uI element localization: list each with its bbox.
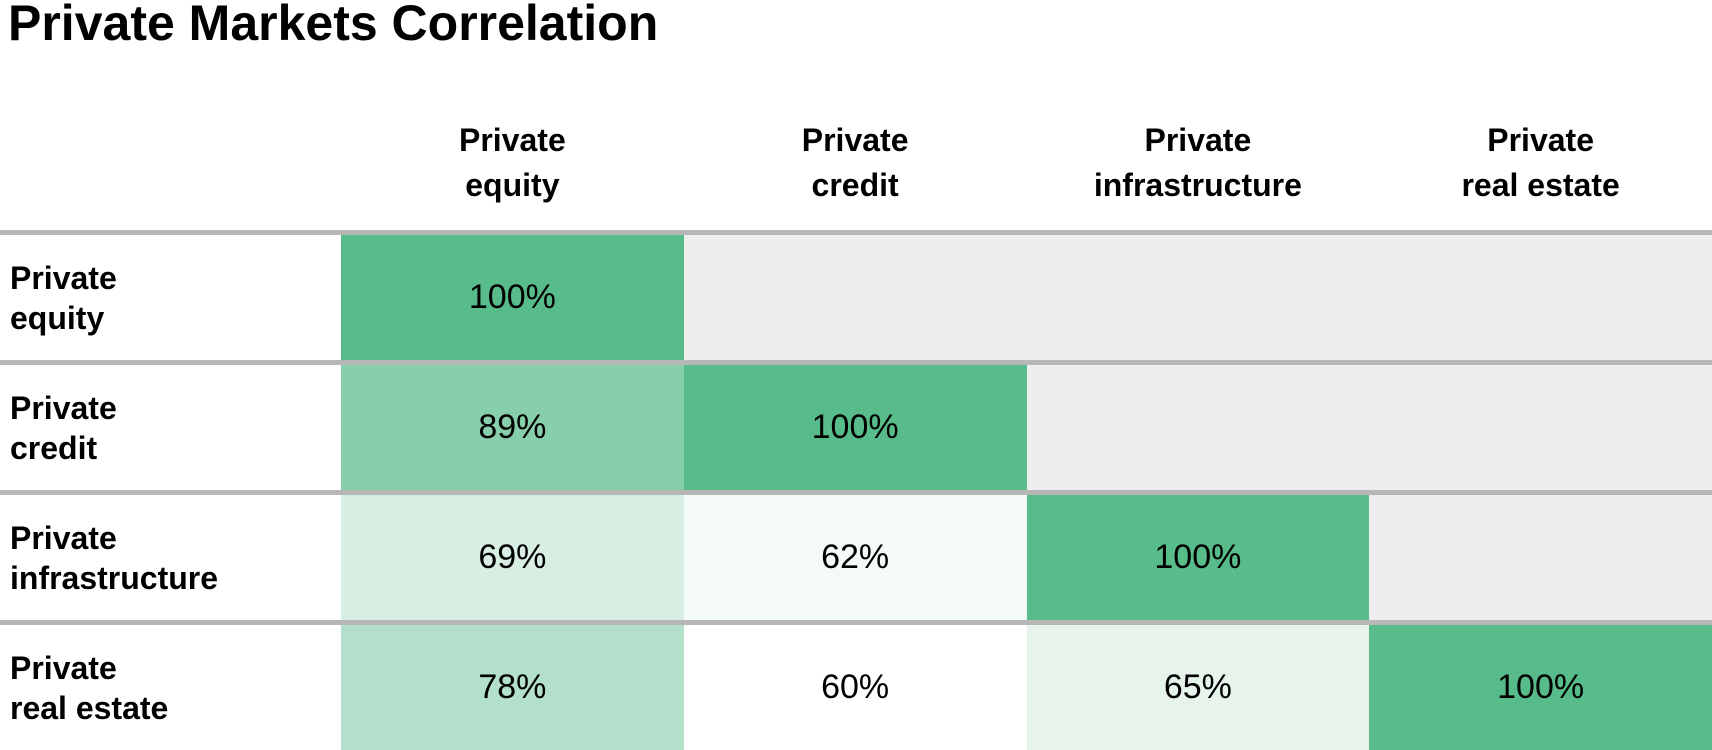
matrix-cell: 78%	[341, 625, 684, 750]
column-header-private-credit: Private credit	[801, 121, 909, 203]
matrix-cell: 69%	[341, 495, 684, 620]
matrix-cell: 100%	[341, 235, 684, 360]
matrix-row-private-credit: Private credit 89% 100%	[0, 360, 1712, 490]
matrix-row-private-real-estate: Private real estate 78% 60% 65% 100%	[0, 620, 1712, 750]
matrix-cell: 100%	[683, 365, 1027, 490]
matrix-cell-empty	[1026, 235, 1370, 360]
row-header-private-infrastructure: Private infrastructure	[0, 495, 341, 620]
matrix-cell: 65%	[1026, 625, 1370, 750]
matrix-cell: 89%	[341, 365, 684, 490]
column-header-private-equity: Private equity	[459, 121, 566, 203]
matrix-cell: 62%	[683, 495, 1027, 620]
row-header-private-equity: Private equity	[0, 235, 341, 360]
matrix-cell: 100%	[1369, 625, 1712, 750]
row-header-private-credit: Private credit	[0, 365, 341, 490]
row-header-private-real-estate: Private real estate	[0, 625, 341, 750]
matrix-cell-empty	[1369, 235, 1712, 360]
matrix-row-private-equity: Private equity 100%	[0, 230, 1712, 360]
matrix-cell-empty	[683, 235, 1027, 360]
matrix-cell-empty	[1026, 365, 1370, 490]
matrix-cell: 60%	[683, 625, 1027, 750]
column-header-private-real-estate: Private real estate	[1461, 121, 1620, 203]
matrix-cell: 100%	[1026, 495, 1370, 620]
matrix-cell-empty	[1369, 365, 1712, 490]
page-title: Private Markets Correlation	[8, 0, 659, 51]
matrix-body: Private equity 100% Private credit 89% 1…	[0, 230, 1712, 750]
matrix-cell-empty	[1369, 495, 1712, 620]
matrix-row-private-infrastructure: Private infrastructure 69% 62% 100%	[0, 490, 1712, 620]
column-header-row: Private equity Private credit Private in…	[0, 95, 1712, 230]
column-header-private-infrastructure: Private infrastructure	[1093, 121, 1302, 203]
